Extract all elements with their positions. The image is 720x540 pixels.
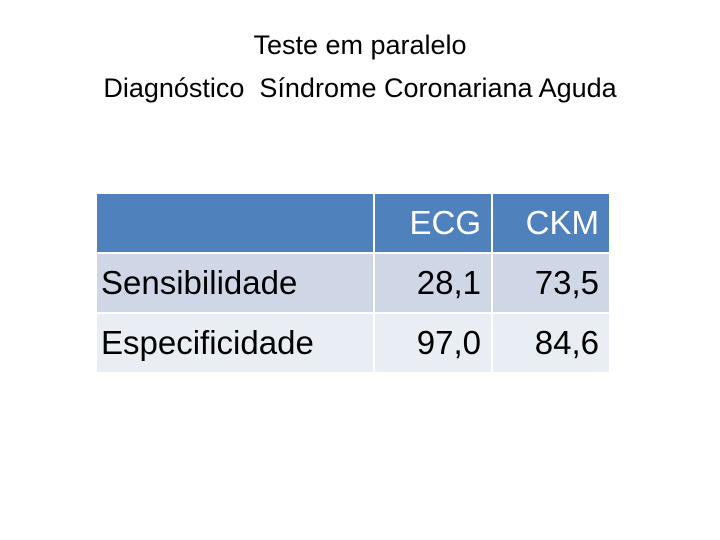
empty-header-cell: [95, 192, 375, 254]
column-header: CKM: [491, 192, 611, 254]
column-header: ECG: [373, 192, 493, 254]
cell: 84,6: [491, 312, 611, 374]
cell: 97,0: [373, 312, 493, 374]
header-row: ECG CKM: [95, 192, 611, 254]
row-label: Especificidade: [95, 312, 375, 374]
title-line: Teste em paralelo: [253, 30, 467, 60]
cell: 73,5: [491, 252, 611, 314]
title-line: Diagnóstico Síndrome Coronariana Aguda: [103, 73, 617, 103]
cell: 28,1: [373, 252, 493, 314]
table-row: Sensibilidade 28,1 73,5: [95, 252, 611, 314]
table-row: Especificidade 97,0 84,6: [95, 312, 611, 374]
row-label: Sensibilidade: [95, 252, 375, 314]
results-table: ECG CKM Sensibilidade 28,1 73,5 Especifi…: [95, 192, 611, 374]
